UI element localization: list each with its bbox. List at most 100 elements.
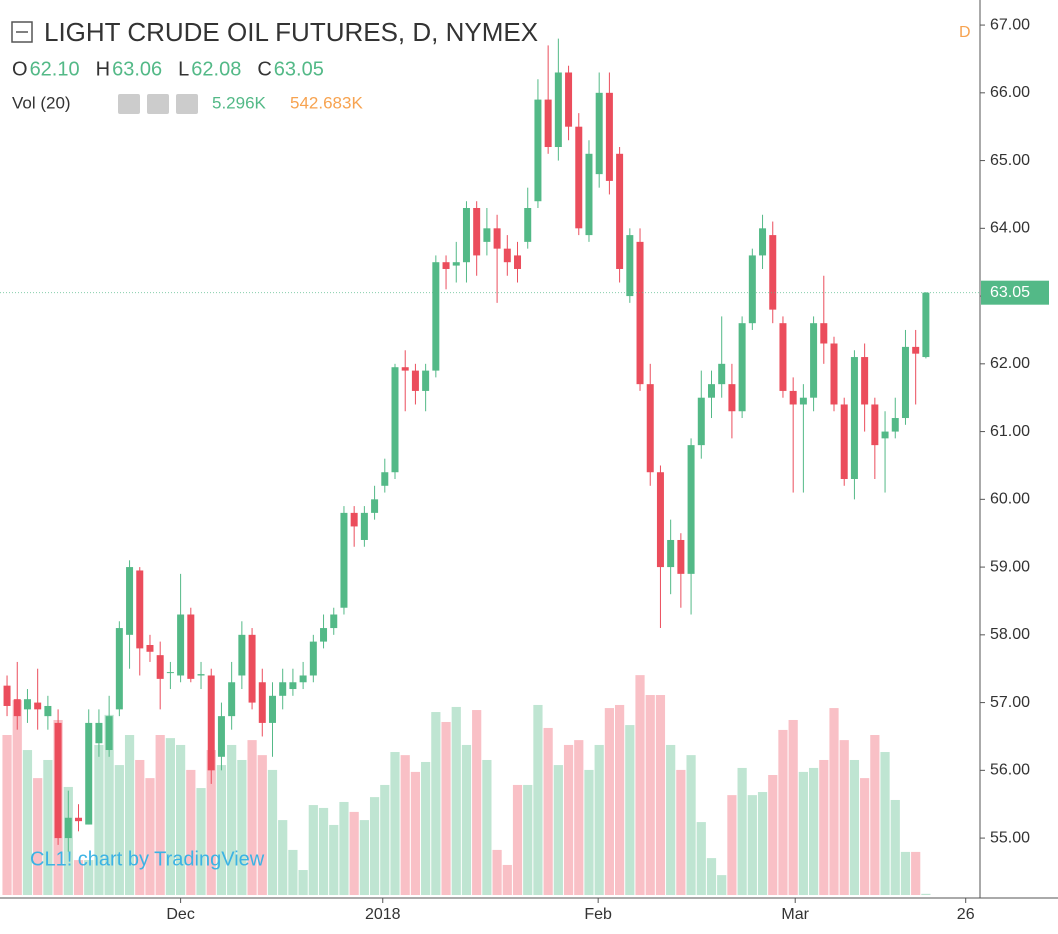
candle-body bbox=[636, 241, 644, 385]
volume-bar bbox=[502, 864, 512, 895]
volume-bar bbox=[594, 744, 604, 895]
volume-bar bbox=[798, 771, 808, 895]
volume-bar bbox=[247, 740, 257, 895]
y-tick-label: 64.00 bbox=[990, 220, 1030, 237]
x-tick-label: 26 bbox=[957, 906, 975, 923]
volume-bar bbox=[43, 759, 53, 895]
candle-body bbox=[258, 682, 266, 723]
volume-bar bbox=[298, 870, 308, 895]
candle-body bbox=[667, 539, 675, 568]
volume-bar bbox=[747, 795, 757, 895]
volume-bar bbox=[359, 820, 369, 895]
ohlc-label: O bbox=[12, 58, 28, 80]
y-tick-label: 62.00 bbox=[990, 355, 1030, 372]
candle-body bbox=[422, 370, 430, 391]
volume-icons[interactable] bbox=[118, 94, 198, 114]
volume-bar bbox=[676, 769, 686, 895]
settings-icon[interactable] bbox=[147, 94, 169, 114]
volume-bar bbox=[33, 778, 43, 895]
volume-bar bbox=[278, 820, 288, 895]
candle-body bbox=[177, 614, 185, 676]
candle-body bbox=[279, 682, 287, 696]
y-tick-label: 55.00 bbox=[990, 829, 1030, 846]
candle-body bbox=[922, 292, 930, 358]
candle-body bbox=[54, 722, 62, 839]
candle-body bbox=[595, 92, 603, 175]
volume-bar bbox=[860, 778, 870, 895]
close-icon[interactable] bbox=[176, 94, 198, 114]
candle-body bbox=[646, 384, 654, 473]
candle-body bbox=[534, 99, 542, 202]
volume-bar bbox=[124, 735, 135, 895]
candle-body bbox=[514, 255, 522, 269]
watermark: CL1! chart by TradingView bbox=[30, 848, 265, 870]
candle-body bbox=[656, 472, 664, 568]
candle-body bbox=[217, 716, 225, 757]
candle-body bbox=[861, 357, 869, 405]
volume-bar bbox=[451, 706, 461, 895]
candle-body bbox=[779, 323, 787, 391]
volume-bar bbox=[267, 769, 278, 895]
volume-bar bbox=[196, 788, 206, 895]
candle-body bbox=[452, 262, 460, 266]
candle-body bbox=[207, 675, 215, 771]
candle-body bbox=[748, 255, 756, 324]
candle-body bbox=[381, 472, 389, 486]
candle-body bbox=[268, 695, 276, 723]
x-tick-label: Mar bbox=[781, 906, 809, 923]
candle-body bbox=[544, 99, 552, 148]
volume-bar bbox=[369, 797, 380, 895]
volume-bar bbox=[635, 675, 645, 895]
volume-bar bbox=[227, 744, 237, 895]
candle-body bbox=[432, 262, 440, 371]
volume-bar bbox=[135, 759, 145, 895]
candle-body bbox=[820, 323, 828, 344]
eye-icon[interactable] bbox=[118, 94, 140, 114]
y-tick-label: 60.00 bbox=[990, 491, 1030, 508]
volume-bar bbox=[533, 704, 543, 895]
volume-bar bbox=[696, 822, 706, 895]
volume-bar bbox=[165, 738, 175, 895]
volume-bar bbox=[73, 860, 84, 895]
ohlc-label: L bbox=[178, 58, 189, 80]
plot-area bbox=[2, 38, 931, 895]
candle-body bbox=[524, 207, 532, 242]
candle-body bbox=[320, 628, 328, 642]
candle-body bbox=[575, 126, 583, 229]
candle-body bbox=[728, 384, 736, 412]
last-price-box bbox=[981, 280, 1049, 305]
volume-bar bbox=[400, 755, 410, 895]
volume-bar bbox=[186, 769, 196, 895]
volume-ma-value: 542.683K bbox=[290, 93, 363, 112]
candle-body bbox=[136, 570, 144, 649]
candle-body bbox=[156, 655, 164, 679]
candle-body bbox=[718, 363, 726, 385]
volume-bar bbox=[655, 695, 666, 895]
volume-bar bbox=[849, 759, 860, 895]
y-tick-label: 58.00 bbox=[990, 626, 1030, 643]
volume-bar bbox=[94, 744, 104, 895]
volume-bar bbox=[727, 795, 737, 895]
collapse-icon[interactable] bbox=[11, 21, 33, 43]
volume-bar bbox=[410, 771, 421, 895]
candle-body bbox=[411, 370, 419, 391]
ohlc-value: 63.06 bbox=[112, 58, 162, 80]
volume-bar bbox=[12, 700, 22, 895]
candle-body bbox=[810, 323, 818, 398]
volume-bar bbox=[114, 765, 124, 895]
volume-bar bbox=[431, 712, 441, 895]
candle-body bbox=[299, 675, 307, 683]
volume-bar bbox=[104, 714, 114, 895]
volume-bar bbox=[890, 799, 900, 895]
volume-bar bbox=[84, 860, 94, 895]
volume-bar bbox=[288, 849, 298, 895]
y-tick-label: 65.00 bbox=[990, 152, 1030, 169]
candle-body bbox=[115, 628, 123, 710]
candle-body bbox=[554, 72, 562, 148]
candle-body bbox=[23, 699, 31, 710]
volume-bar bbox=[819, 759, 829, 895]
candle-body bbox=[462, 207, 470, 263]
volume-bar bbox=[22, 750, 33, 895]
volume-bar bbox=[911, 851, 921, 895]
volume-bar bbox=[380, 784, 390, 895]
